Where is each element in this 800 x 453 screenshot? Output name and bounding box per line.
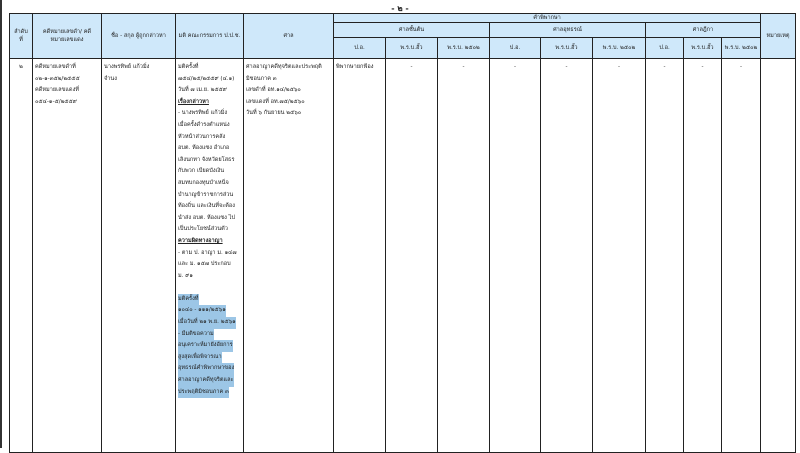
header-sub-2502: พ.ร.บ. ๒๕๐๒ [721,37,761,59]
text-line: - นางพรทิพย์ แก้วมิ่ง [178,110,228,117]
page-edge [0,0,2,448]
header-sub-bid: พ.ร.บ.ฮั้ว [683,37,722,59]
header-appeal-court: ศาลอุทธรณ์ [489,22,646,38]
text-line: ๐๒-๑-๓๕๒/๒๕๕๕ [35,75,80,82]
header-court: ศาล [243,13,334,59]
header-case: คดีหมายเลขดำ/ คดีหมายเลขแดง [32,13,102,59]
text-line: คดีหมายเลขแดงที่ [35,87,79,94]
text-line: ศาลอาญาคดีทุจริตและ [178,375,234,387]
remark-cell [760,58,796,453]
header-sub-2502: พ.ร.บ. ๒๕๐๒ [592,37,646,59]
text-line: จำนง [104,75,117,82]
header-sub-po: ป.อ. [645,37,684,59]
text-line: และ ม. ๑๕๗ ประกอบ [178,261,231,268]
appeal-court-bid: - [540,58,593,453]
header-sub-po: ป.อ. [333,37,386,59]
text-line: หัวหน้าส่วนการคลัง [178,133,226,140]
text-line: เรื่องกล่าวหา [178,98,209,105]
text-line: เมื่อครั้งดำรงตำแหน่ง [178,121,230,128]
case-numbers: คดีหมายเลขดำที่๐๒-๑-๓๕๒/๒๕๕๕คดีหมายเลขแด… [32,58,102,453]
first-court-bid: - [385,58,438,453]
text-line: อนุเคราะห์มายังอัยการ [178,340,233,352]
header-supreme-court: ศาลฎีกา [645,22,761,38]
header-sub-po: ป.อ. [489,37,541,59]
text-line: ศาลอาญาคดีทุจริตและประพฤติ [246,64,322,70]
text-line: เลขดำที่ อท.๑๔/๒๕๖๐ [246,87,301,94]
header-resolution: มติ คณะกรรมการ ป.ป.ช. [175,13,244,59]
text-line: กับพวก เบียดบังเงิน [178,168,225,175]
page-number: - ๒ - [391,4,409,13]
supreme-court-po: - [645,58,684,453]
text-line: สูงสุดเพื่อพิจารณา [178,351,222,364]
text-line: คดีหมายเลขดำที่ [35,64,76,70]
text-line: เมื่อวันที่ ๒๑ พ.ย. ๒๕๖๑ [178,317,236,329]
header-first-court: ศาลชั้นต้น [333,22,490,38]
header-sub-bid: พ.ร.บ.ฮั้ว [540,37,593,59]
appeal-court-po: - [489,58,541,453]
text-line: มิชอบภาค ๓ [246,75,277,82]
header-sub-2502: พ.ร.บ. ๒๕๐๒ [437,37,490,59]
appeal-court-2502: - [592,58,646,453]
text-line: มติครั้งที่ [178,64,199,70]
text-line: ม. ๙๑ [178,272,193,279]
text-line: สมทบกองทุนบำเหน็จ [178,179,229,186]
header-no: ลำดับ ที่ [9,13,33,59]
accused-name: นางพรทิพย์ แก้วมิ่งจำนง [101,58,176,453]
text-line: ประพฤติมิชอบภาค ๓ [178,386,229,399]
text-line: ท้องถิ่น และเงินที่จะต้อง [178,203,235,210]
first-court-2502: - [437,58,490,453]
text-line: เลิงนกทา จังหวัดยโสธร [178,156,235,163]
text-line: มติครั้งที่ [178,293,199,306]
text-line: - ตาม ป. อาญา ม. ๑๔๗ [178,249,237,256]
court-info: ศาลอาญาคดีทุจริตและประพฤติมิชอบภาค ๓เลขด… [243,58,334,453]
first-court-po: พิพากษายกฟ้อง [333,58,386,453]
text-line: เลขแดงที่ อท.๗๕/๒๕๖๐ [246,98,305,105]
text-line: วันที่ ๖ กันยายน ๒๕๖๐ [246,110,302,117]
text-line: อุทธรณ์คำพิพากษาของ [178,363,235,376]
header-name: ชื่อ - สกุล ผู้ถูกกล่าวหา [101,13,176,59]
text-line: นำส่ง อบต. ห้องแซง ไป [178,214,236,221]
text-line: บำนาญข้าราชการส่วน [178,191,234,198]
text-line: ๗๕๔/๒๕/๒๕๕๙ (๔.๑) [178,75,235,82]
text-line: ๑๐๔๐ - ๑๑๑/๒๕๖๑ [178,305,226,318]
supreme-court-bid: - [683,58,722,453]
text-line: วันที่ ๗ เม.ย. ๒๕๕๙ [178,87,227,94]
text-line: ๐๕๔-๑-๕/๒๕๕๙ [35,98,77,105]
text-line: ความผิดทางอาญา [178,237,223,244]
header-sub-bid: พ.ร.บ.ฮั้ว [385,37,438,59]
text-line: อบต. ห้องแซง อำเภอ [178,145,230,152]
text-line: เป็นประโยชน์ส่วนตัว [178,226,228,233]
header-remark: หมายเหตุ [760,13,796,59]
supreme-court-2502: - [721,58,761,453]
header-judgment: คำพิพากษา [333,13,761,23]
judgment-table: ลำดับ ที่ คดีหมายเลขดำ/ คดีหมายเลขแดง ชื… [9,13,796,453]
text-line: - มีมติขอความ [178,328,214,341]
row-no: ๒ [9,58,33,453]
text-line: นางพรทิพย์ แก้วมิ่ง [104,64,150,70]
committee-resolution: มติครั้งที่ ๗๕๔/๒๕/๒๕๕๙ (๔.๑) วันที่ ๗ เม.… [175,58,244,453]
